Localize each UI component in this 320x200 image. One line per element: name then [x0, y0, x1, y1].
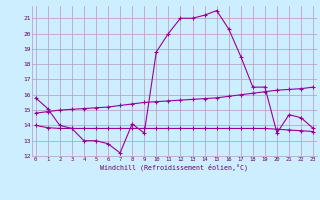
X-axis label: Windchill (Refroidissement éolien,°C): Windchill (Refroidissement éolien,°C)	[100, 164, 248, 171]
